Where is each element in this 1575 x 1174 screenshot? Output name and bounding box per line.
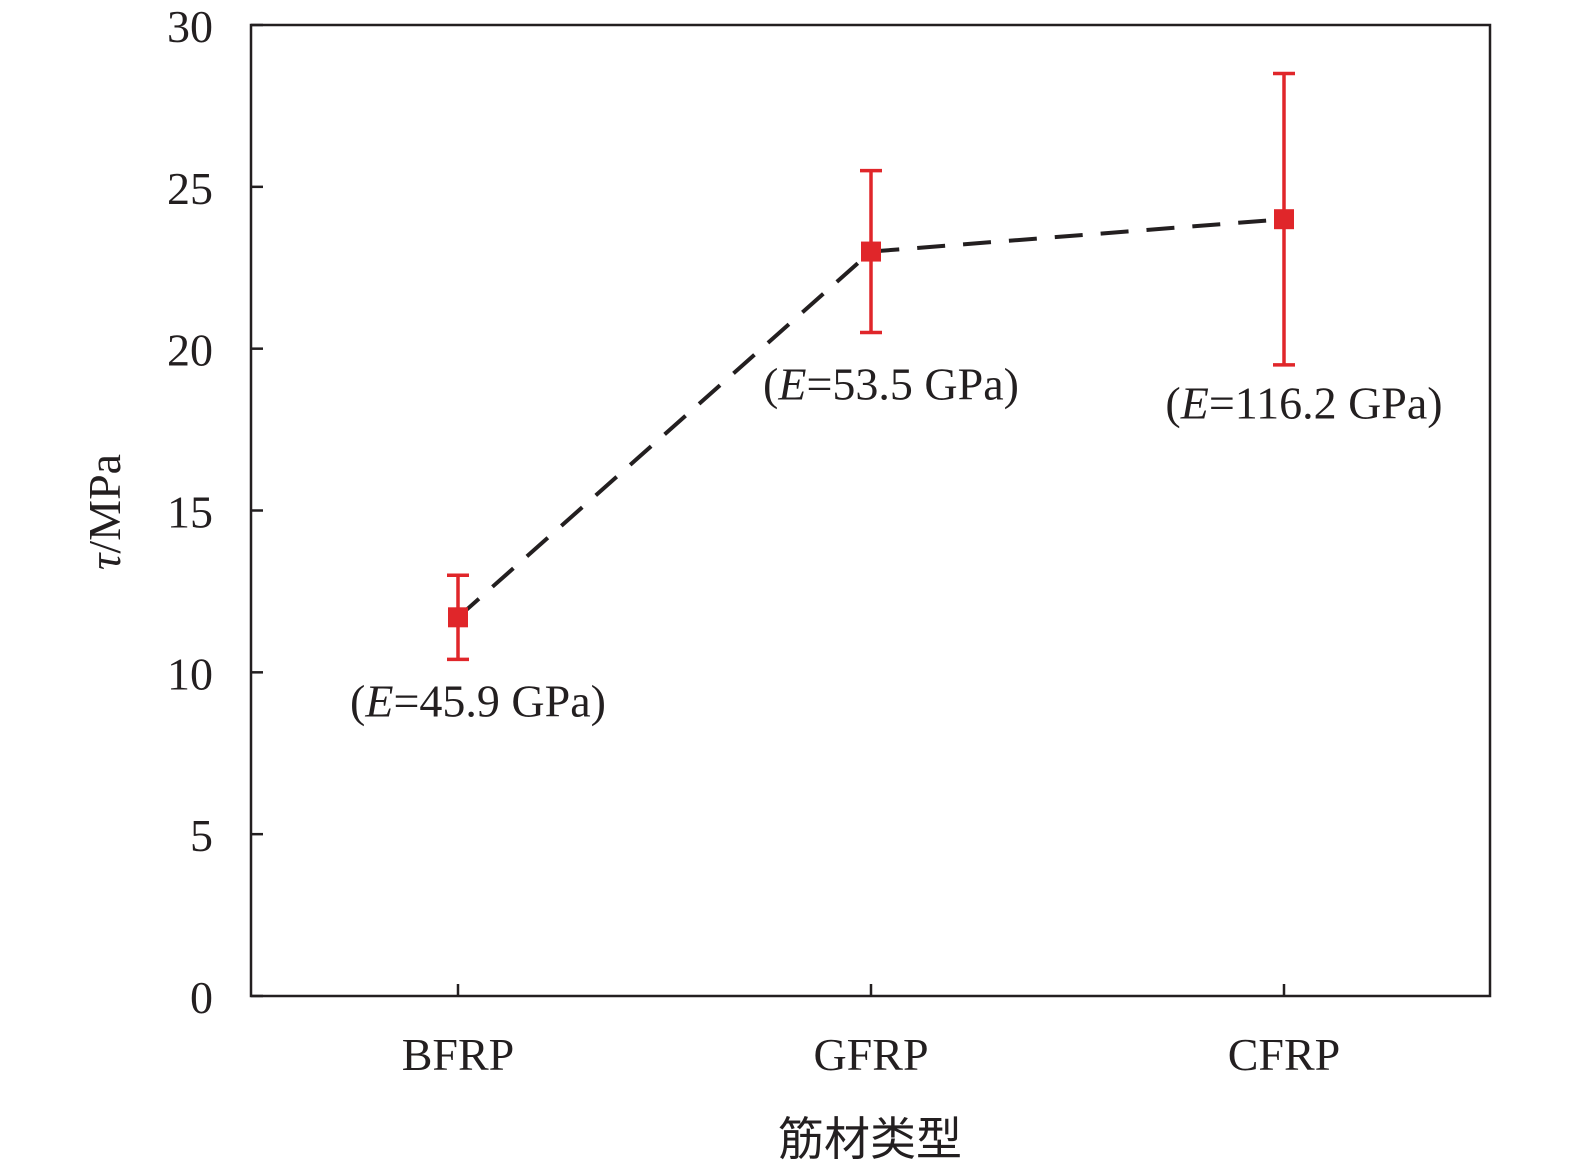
y-tick-label-4: 20 (167, 325, 213, 376)
plot-area (447, 71, 1295, 662)
y-tick-label-0: 0 (190, 972, 213, 1023)
y-tick-label-2: 10 (167, 648, 213, 699)
annotation-1-value: =53.5 GPa) (806, 358, 1018, 409)
annotations: (E=45.9 GPa)(E=53.5 GPa) (E=116.2 GPa) (350, 358, 1443, 726)
annotation-2: (E=116.2 GPa) (1165, 378, 1442, 429)
annotation-2-symbol: E (1180, 378, 1209, 429)
annotation-0-prefix: ( (350, 675, 365, 726)
data-point-1 (861, 241, 881, 262)
annotation-0: (E=45.9 GPa) (350, 675, 606, 726)
y-tick-label-5: 25 (167, 163, 213, 214)
x-tick-label-1: GFRP (813, 1029, 928, 1080)
y-tick-label-6: 30 (167, 1, 213, 52)
data-point-2 (1274, 209, 1294, 230)
annotation-1-symbol: E (777, 358, 806, 409)
annotation-0-value: =45.9 GPa) (393, 675, 605, 726)
y-axis-label-symbol: τ (79, 552, 130, 570)
y-tick-label-3: 15 (167, 487, 213, 538)
data-point-0 (448, 607, 468, 628)
x-axis-ticks: BFRP GFRP CFRP (402, 984, 1341, 1080)
y-axis-ticks: 0 5 10 15 20 25 30 (167, 1, 263, 1023)
annotation-2-value: =116.2 GPa) (1209, 378, 1443, 429)
annotation-2-prefix: ( (1165, 378, 1180, 429)
annotation-1: (E=53.5 GPa) (763, 358, 1019, 409)
x-axis-label: 筋材类型 (778, 1114, 962, 1165)
x-tick-label-2: CFRP (1228, 1029, 1341, 1080)
y-tick-label-1: 5 (190, 810, 213, 861)
y-axis-label-unit: /MPa (79, 454, 130, 554)
y-axis-label: τ/MPa (79, 454, 130, 570)
annotation-1-prefix: ( (763, 358, 778, 409)
annotation-0-symbol: E (364, 675, 393, 726)
x-tick-label-0: BFRP (402, 1029, 515, 1080)
